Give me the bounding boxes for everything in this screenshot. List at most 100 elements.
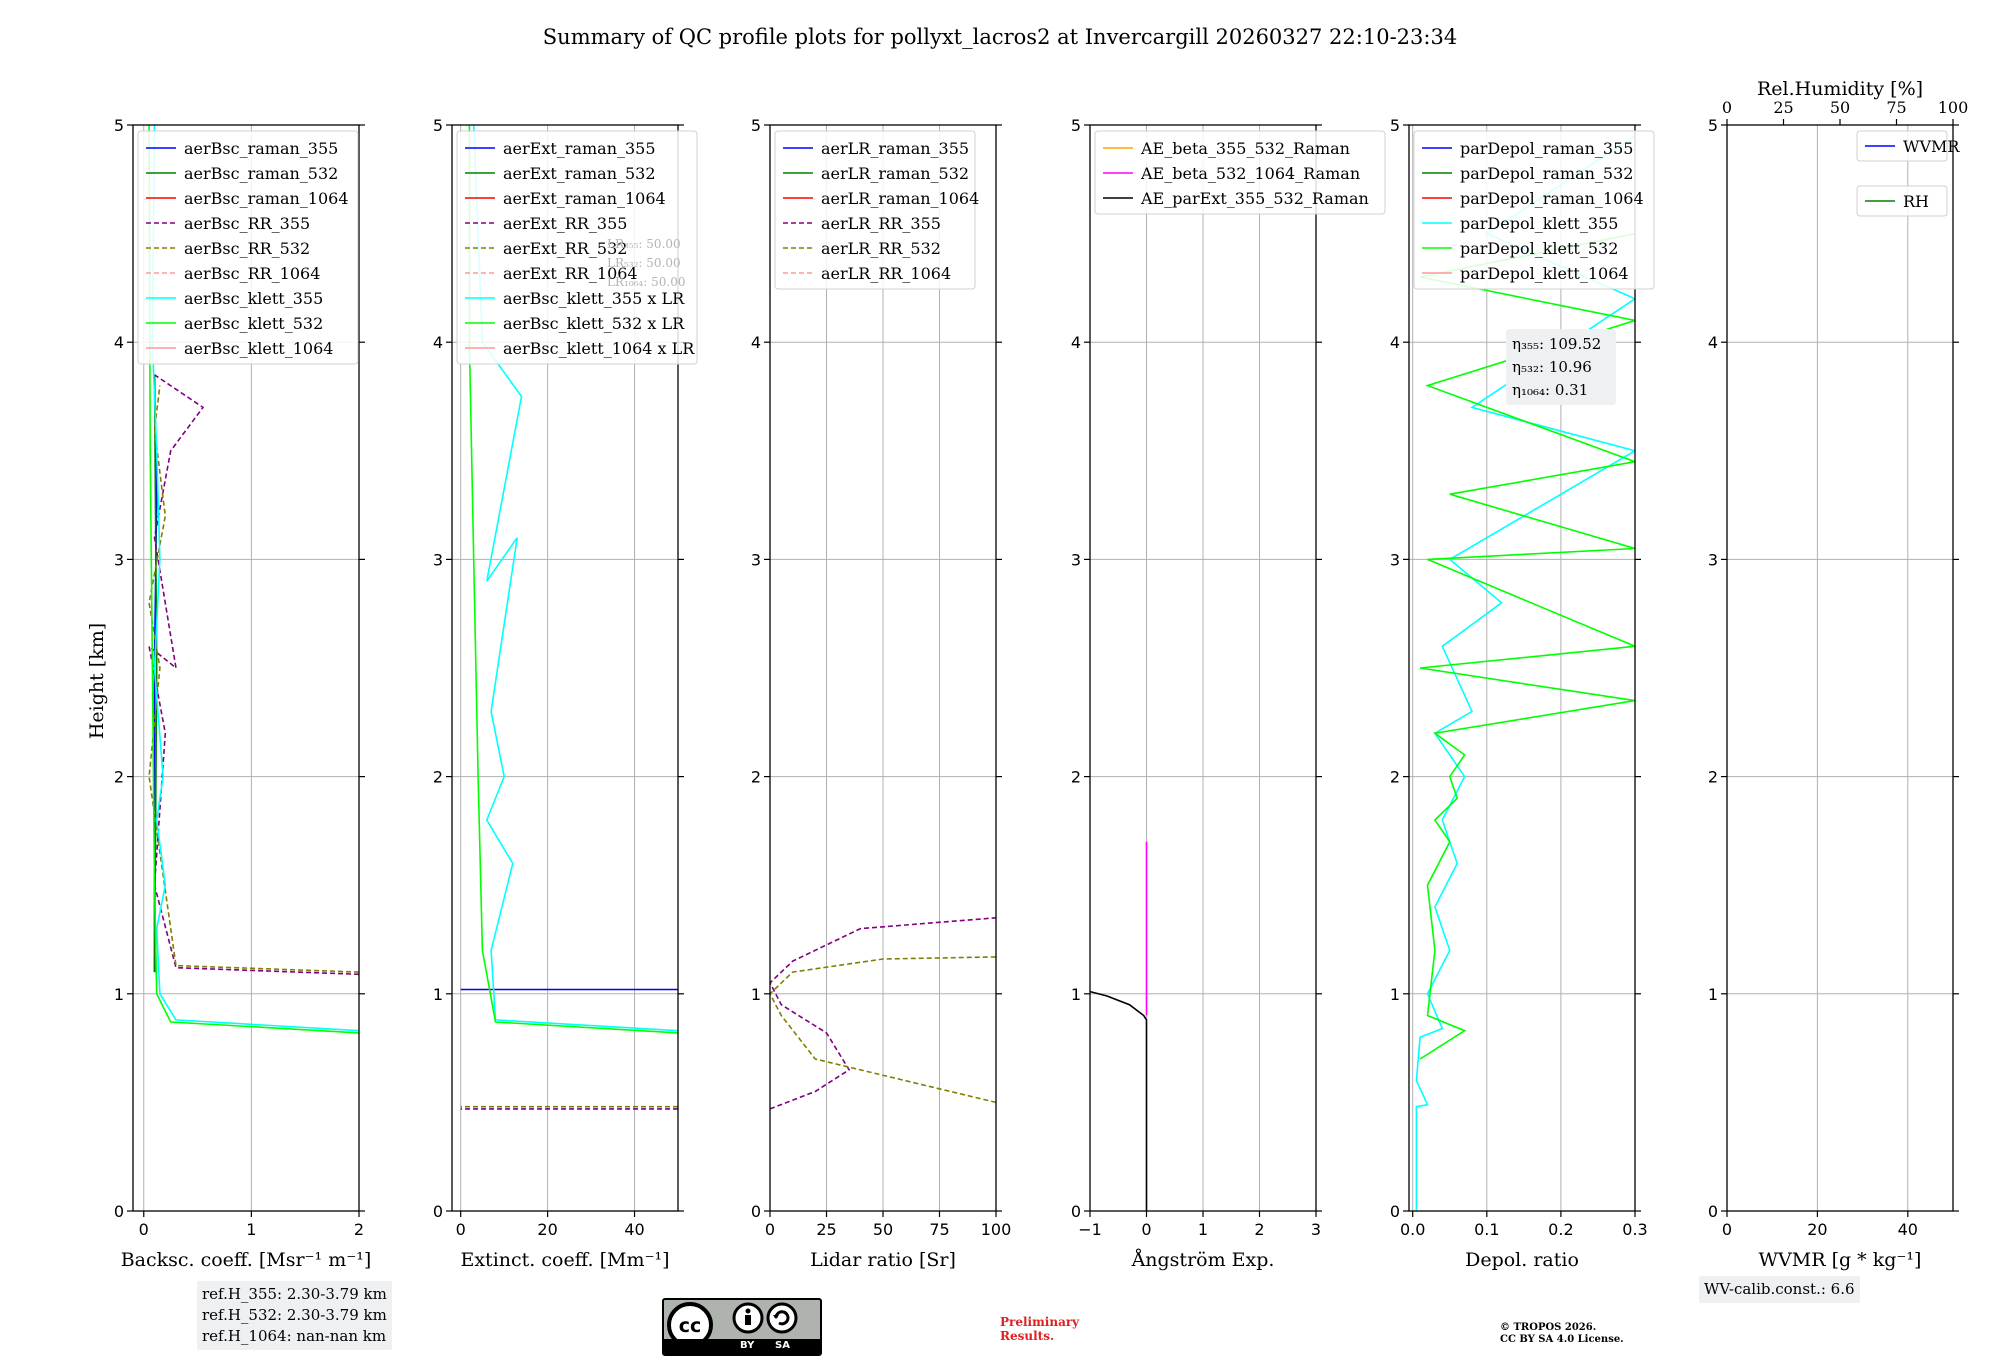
panel-2: 0 20 40 0 1 2 3 4 5 Extinct. coeff. [Mm⁻¹] aerExt_… bbox=[433, 116, 698, 1271]
cc-sa-label: SA bbox=[775, 1340, 790, 1351]
ref-height-532: ref.H_532: 2.30-3.79 km bbox=[202, 1306, 387, 1324]
legend-label: aerBsc_klett_532 bbox=[184, 314, 323, 333]
ref-height-1064: ref.H_1064: nan-nan km bbox=[202, 1327, 387, 1345]
y-tick-label: 0 bbox=[751, 1202, 761, 1221]
cc-license-logo: cc BY SA bbox=[662, 1298, 822, 1356]
x-tick-label: 0 bbox=[765, 1220, 775, 1239]
y-tick-label: 1 bbox=[114, 985, 124, 1004]
y-tick-label: 0 bbox=[1071, 1202, 1081, 1221]
svg-text:cc: cc bbox=[679, 1315, 702, 1337]
x-axis-label: Ångström Exp. bbox=[1131, 1249, 1275, 1271]
y-tick-label: 1 bbox=[1390, 985, 1400, 1004]
copyright-line-1: © TROPOS 2026. bbox=[1500, 1322, 1597, 1333]
series-line-aerBsc-RR-532 bbox=[148, 385, 359, 973]
legend-label: aerExt_RR_355 bbox=[503, 214, 627, 233]
legend-label: parDepol_raman_532 bbox=[1460, 164, 1633, 183]
series-group bbox=[1415, 135, 1635, 1211]
legend-label: aerBsc_raman_532 bbox=[184, 164, 338, 183]
copyright-line-2: CC BY SA 4.0 License. bbox=[1500, 1334, 1624, 1345]
y-tick-label: 4 bbox=[751, 333, 761, 352]
series-group bbox=[147, 125, 359, 1034]
panel-6: 0 20 40 0 1 2 3 4 5 WVMR [g * kg⁻¹] 0 25 50 75 100 Rel.… bbox=[1708, 78, 1968, 1271]
legend-label: aerBsc_RR_355 bbox=[184, 214, 310, 233]
panel-3: 0 25 50 75 100 0 1 2 3 4 5 Lidar ratio [Sr] aerLR_ra… bbox=[751, 116, 1011, 1271]
eta-annotation: η₃₅₅: 109.52 bbox=[1512, 335, 1601, 353]
top-x-axis-label: Rel.Humidity [%] bbox=[1757, 78, 1923, 100]
legend-label: parDepol_klett_1064 bbox=[1460, 264, 1629, 283]
lidar-ratio-annotation: LR₃₅₅: 50.00 bbox=[607, 237, 681, 251]
top-x-tick-label: 50 bbox=[1830, 98, 1850, 117]
legend-label: aerBsc_klett_1064 bbox=[184, 339, 333, 358]
y-tick-label: 4 bbox=[1390, 333, 1400, 352]
legend: aerLR_raman_355 aerLR_raman_532 aerLR_rama… bbox=[774, 130, 979, 290]
y-tick-label: 3 bbox=[1708, 550, 1718, 569]
cc-by-label: BY bbox=[740, 1340, 755, 1351]
x-tick-label: 2 bbox=[1254, 1220, 1264, 1239]
x-tick-label: −1 bbox=[1078, 1220, 1102, 1239]
eta-annotation: η₅₃₂: 10.96 bbox=[1512, 358, 1592, 376]
legend-label: aerBsc_klett_355 bbox=[184, 289, 323, 308]
copyright-note: © TROPOS 2026. CC BY SA 4.0 License. bbox=[1500, 1322, 1624, 1346]
eta-box bbox=[1506, 329, 1616, 405]
series-line-aerBsc-klett-355-x-LR bbox=[472, 125, 678, 1032]
x-tick-label: 25 bbox=[816, 1220, 836, 1239]
x-tick-label: 75 bbox=[929, 1220, 949, 1239]
legend-label: aerBsc_RR_1064 bbox=[184, 264, 320, 283]
series-line-aerBsc-klett-532 bbox=[148, 125, 359, 1034]
y-tick-label: 0 bbox=[1390, 1202, 1400, 1221]
top-x-tick-label: 100 bbox=[1938, 98, 1969, 117]
top-x-tick-label: 75 bbox=[1886, 98, 1906, 117]
legend-label: parDepol_raman_355 bbox=[1460, 139, 1633, 158]
legend-label: aerLR_raman_355 bbox=[821, 139, 969, 158]
preliminary-line-1: Preliminary bbox=[1000, 1315, 1080, 1329]
legend-label: aerBsc_RR_532 bbox=[184, 239, 310, 258]
eta-annotation: η₁₀₆₄: 0.31 bbox=[1512, 381, 1588, 399]
legend-label: aerExt_raman_1064 bbox=[503, 189, 666, 208]
y-tick-label: 3 bbox=[751, 550, 761, 569]
y-axis-label: Height [km] bbox=[86, 623, 108, 739]
panel-1: 0 1 2 0 1 2 3 4 5 Backsc. coeff. [Msr⁻¹ m⁻¹] aerBs… bbox=[114, 116, 371, 1271]
x-tick-label: 0.3 bbox=[1622, 1220, 1647, 1239]
panel-5: 0.0 0.1 0.2 0.3 0 1 2 3 4 5 Depol. ratio parDepol_r… bbox=[1390, 116, 1655, 1271]
legend-box bbox=[137, 130, 359, 365]
y-tick-label: 5 bbox=[1390, 116, 1400, 135]
legend: aerExt_raman_355 aerExt_raman_532 aerExt_r… bbox=[456, 130, 698, 365]
legend-label: AE_parExt_355_532_Raman bbox=[1140, 189, 1369, 208]
series-group bbox=[1090, 841, 1148, 1211]
legend-label: aerLR_raman_532 bbox=[821, 164, 969, 183]
x-tick-label: 1 bbox=[246, 1220, 256, 1239]
legend-box bbox=[774, 130, 976, 290]
x-tick-label: 20 bbox=[537, 1220, 557, 1239]
top-x-tick-label: 0 bbox=[1722, 98, 1732, 117]
y-tick-label: 4 bbox=[433, 333, 443, 352]
y-tick-label: 5 bbox=[114, 116, 124, 135]
x-tick-label: 0 bbox=[1722, 1220, 1732, 1239]
y-tick-label: 3 bbox=[433, 550, 443, 569]
y-tick-label: 0 bbox=[114, 1202, 124, 1221]
series-line-aerLR-RR-532 bbox=[770, 956, 996, 1104]
cc-icon: cc bbox=[667, 1302, 798, 1340]
figure-title: Summary of QC profile plots for pollyxt_… bbox=[543, 25, 1457, 49]
x-axis-label: Backsc. coeff. [Msr⁻¹ m⁻¹] bbox=[121, 1249, 372, 1271]
series-line-aerBsc-klett-355 bbox=[151, 125, 359, 1032]
y-tick-label: 5 bbox=[751, 116, 761, 135]
legend-label: parDepol_klett_532 bbox=[1460, 239, 1618, 258]
y-tick-label: 0 bbox=[1708, 1202, 1718, 1221]
legend-label: AE_beta_532_1064_Raman bbox=[1140, 164, 1360, 183]
y-tick-label: 3 bbox=[1071, 550, 1081, 569]
plot-frame bbox=[1408, 124, 1636, 1212]
top-x-tick-label: 25 bbox=[1773, 98, 1793, 117]
legend-label: aerBsc_raman_355 bbox=[184, 139, 338, 158]
x-tick-label: 0.0 bbox=[1400, 1220, 1425, 1239]
legend-label: aerExt_RR_1064 bbox=[503, 264, 638, 283]
reference-height-box: ref.H_355: 2.30-3.79 km ref.H_532: 2.30-… bbox=[197, 1281, 392, 1350]
wv-calibration-box: WV-calib.const.: 6.6 bbox=[1699, 1276, 1860, 1303]
plot-frame bbox=[451, 124, 679, 1212]
series-line-parDepol-klett-355 bbox=[1415, 135, 1635, 1211]
y-tick-label: 2 bbox=[751, 768, 761, 787]
y-tick-label: 2 bbox=[1071, 768, 1081, 787]
y-tick-label: 3 bbox=[114, 550, 124, 569]
legend-label: aerBsc_raman_1064 bbox=[184, 189, 349, 208]
